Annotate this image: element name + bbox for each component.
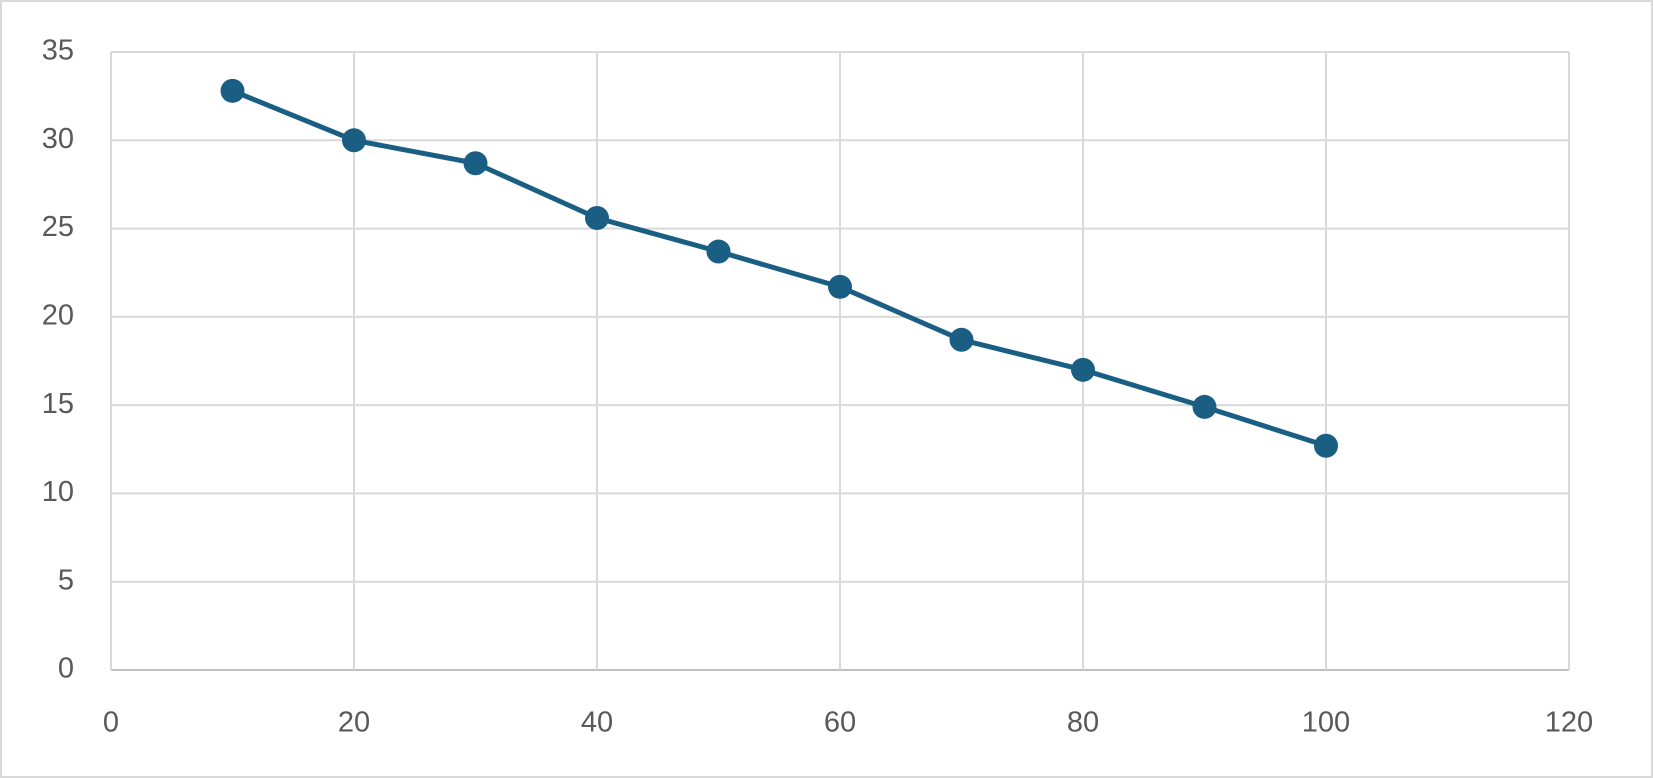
y-tick-label: 5 [58,564,74,596]
y-tick-label: 25 [42,211,74,243]
data-point [342,128,366,153]
data-point [463,151,488,176]
data-point [828,274,852,299]
y-tick-label: 30 [42,123,74,155]
data-point [1314,433,1338,458]
data-point [585,205,609,230]
y-tick-label: 0 [58,653,74,685]
data-point [1071,357,1095,382]
x-tick-label: 20 [338,707,370,739]
x-tick-label: 60 [824,707,856,739]
data-line [231,88,1327,449]
x-tick-label: 80 [1067,707,1099,739]
data-point [706,239,731,264]
x-tick-label: 100 [1302,707,1350,739]
x-tick-label: 120 [1545,707,1593,739]
y-tick-label: 20 [42,300,74,332]
data-point [949,327,974,352]
data-point [220,78,245,103]
y-tick-label: 15 [42,388,74,420]
x-tick-label: 40 [581,707,613,739]
data-point [1192,394,1217,419]
x-tick-label: 0 [103,707,119,739]
y-tick-label: 35 [42,35,74,67]
y-tick-label: 10 [42,476,74,508]
